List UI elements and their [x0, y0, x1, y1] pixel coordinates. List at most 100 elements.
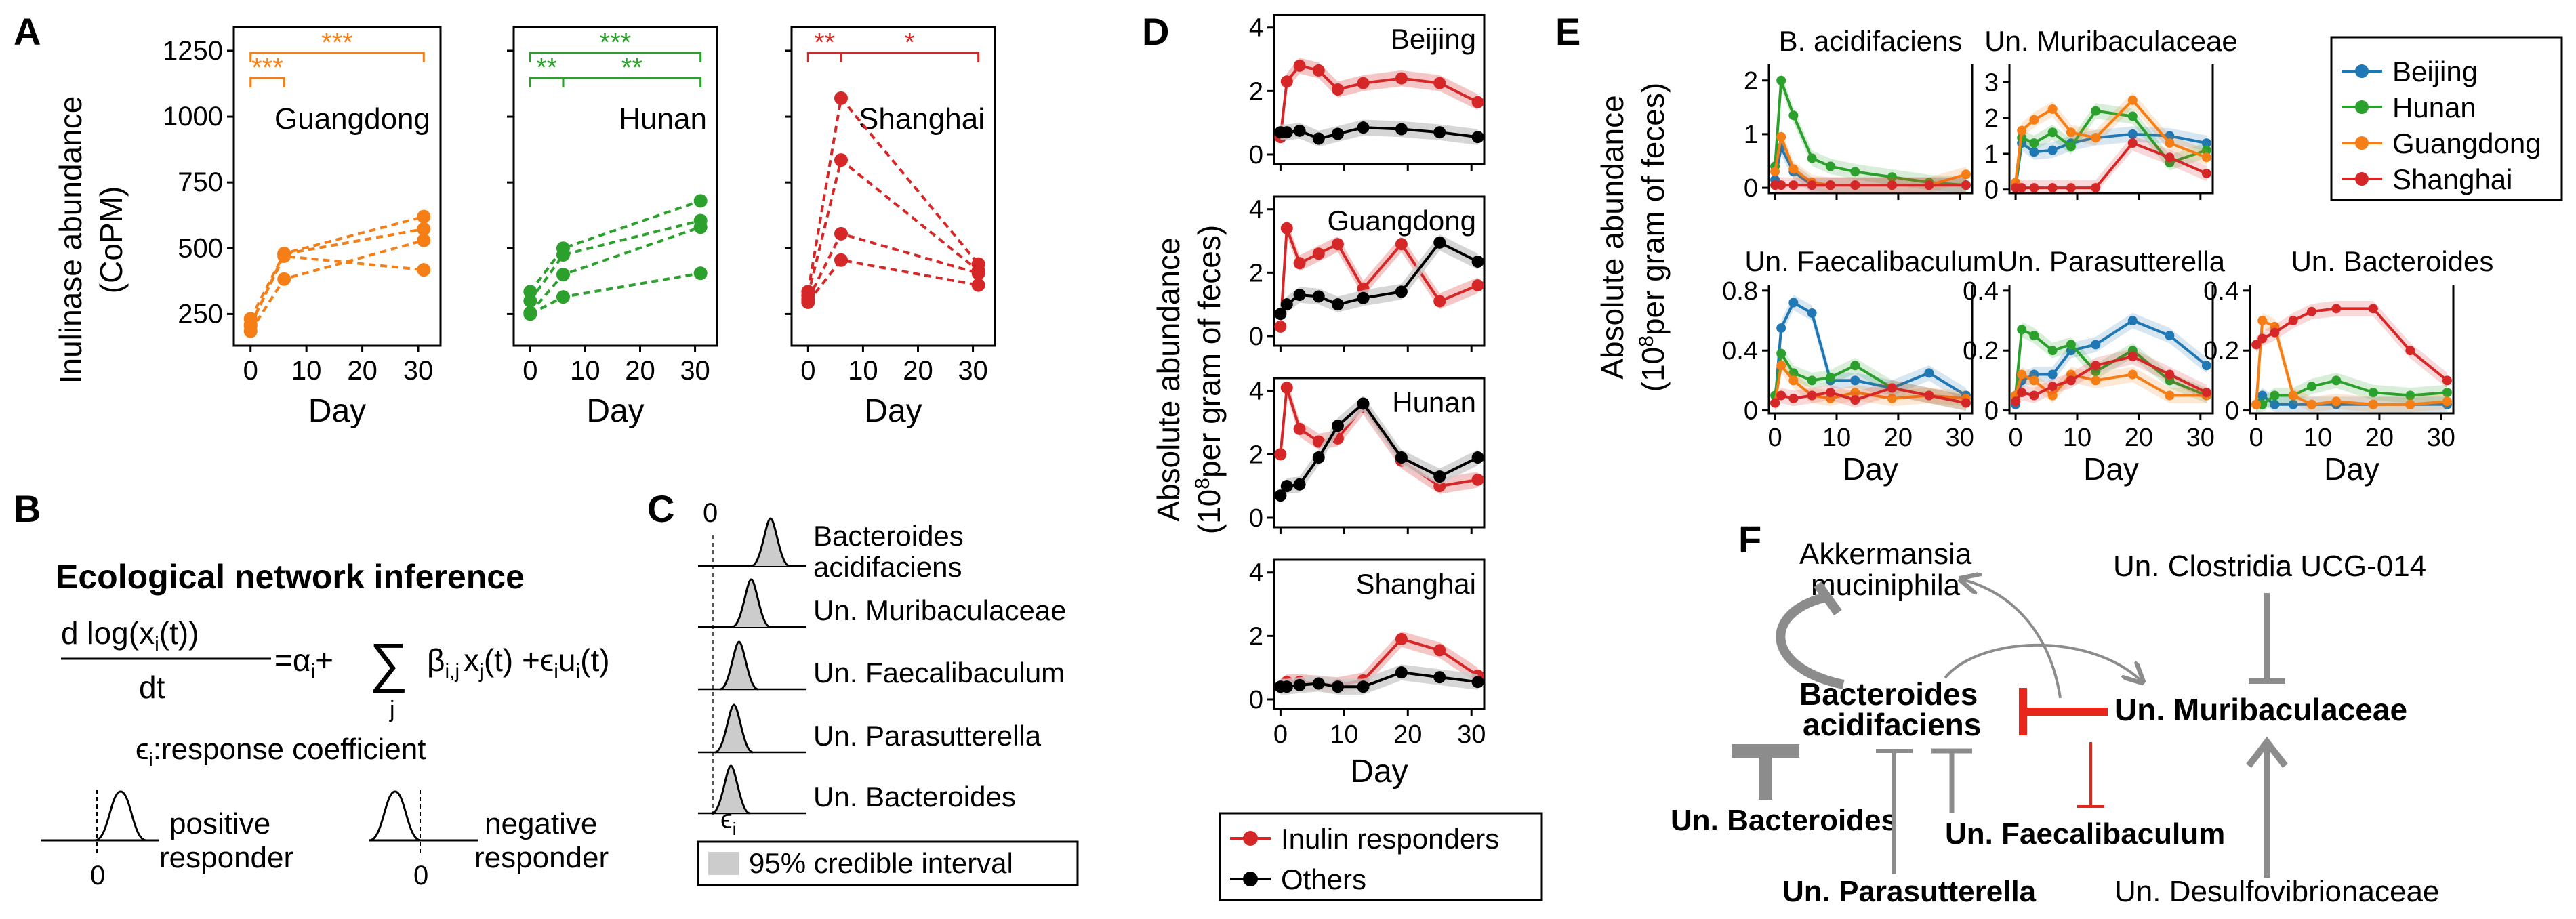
panel-e-point-shanghai [2047, 183, 2058, 193]
panel-a-series-line [529, 199, 701, 293]
panel-e-xtick-label: 10 [2063, 424, 2091, 452]
panel-letter-e: E [1555, 10, 1580, 53]
panel-e-point-guangdong [2047, 104, 2058, 114]
panel-e-ytick-label: 0.8 [1722, 277, 1758, 306]
panel-a-series-line [249, 227, 424, 327]
node-akkermansia-2: muciniphila [1811, 569, 1961, 602]
panel-e-point-shanghai [2201, 168, 2211, 178]
node-un-bacteroides: Un. Bacteroides [1671, 804, 1898, 837]
panel-e-band-hunan [2256, 372, 2447, 413]
panel-e-legend: Beijing Hunan Guangdong Shanghai [2330, 36, 2563, 201]
panel-e-point-guangdong [2017, 125, 2027, 136]
panel-a-ylabel: Inulinase abundance [53, 96, 88, 384]
panel-e-point-guangdong [1776, 131, 1786, 142]
panel-d-point-others [1433, 671, 1446, 684]
node-akkermansia-1: Akkermansia [1799, 537, 1972, 571]
eq-x-sub: j [478, 660, 484, 682]
panel-a-xtick-label: 20 [903, 356, 933, 386]
panel-e-point-shanghai [2127, 138, 2138, 148]
panel-a-series-line [249, 239, 424, 332]
panel-d-legend-box [1219, 812, 1543, 901]
panel-d-ytick-label: 0 [1249, 504, 1263, 533]
panel-e-point-shanghai [2029, 390, 2039, 401]
edge-bac-muri [1944, 643, 2142, 681]
panel-d-point-responders [1331, 83, 1344, 96]
panel-d-band-others [1280, 395, 1478, 504]
panel-e-point-hunan [1887, 172, 1897, 182]
panel-d-xtick-label: 0 [1273, 720, 1288, 749]
panel-a-sig-bracket [840, 52, 980, 62]
panel-e-point-shanghai [1924, 390, 1934, 401]
panel-e-frame [2008, 64, 2214, 195]
panel-e-xtick-label: 10 [1822, 424, 1851, 452]
eq-beta-sub: i,j [445, 660, 459, 682]
panel-e-frame [2249, 285, 2455, 415]
panel-a-xtick-label: 30 [680, 356, 710, 386]
panel-d-point-others [1293, 289, 1306, 302]
panel-letter-a: A [14, 10, 41, 53]
panel-d-unit-b: per gram of feces) [1191, 225, 1227, 478]
panel-d-point-others [1331, 127, 1344, 140]
panel-e-band-beijing [2016, 126, 2207, 193]
panel-e-point-beijing [2029, 147, 2039, 157]
panel-d-point-responders [1357, 77, 1370, 89]
panel-e-unit-sup: 8 [1635, 335, 1658, 347]
panel-e-point-shanghai [2011, 396, 2021, 407]
pos-label-2: responder [159, 841, 293, 874]
panel-e-point-shanghai [2270, 327, 2280, 338]
panel-d-ytick-label: 2 [1249, 259, 1263, 287]
panel-d-ytick-label: 0 [1249, 686, 1263, 714]
panel-a-point [523, 307, 537, 321]
panel-e-point-shanghai [1807, 180, 1817, 190]
panel-a-sig-label: *** [321, 28, 353, 58]
panel-e-point-hunan [1825, 372, 1835, 382]
panel-d-point-others [1312, 677, 1325, 690]
panel-f: Akkermansia muciniphila Un. Clostridia U… [1671, 537, 2439, 908]
panel-e-point-shanghai [2017, 183, 2027, 193]
panel-e-point-shanghai [2165, 152, 2175, 163]
panel-e-point-hunan [1807, 375, 1817, 386]
edge-self-inhibit-bar [1814, 581, 1842, 616]
panel-e-ytick-label: 0 [1744, 174, 1758, 203]
panel-e-legend-box [2330, 36, 2563, 201]
panel-e-point-guangdong [2029, 375, 2039, 386]
panel-e-point-guangdong [2127, 95, 2138, 105]
panel-e-point-hunan [2368, 388, 2378, 398]
panel-a-xlabel: Day [864, 393, 922, 429]
panel-e-xtick-label: 0 [1768, 424, 1782, 452]
panel-d-point-responders [1433, 295, 1446, 308]
panel-e-point-guangdong [2066, 127, 2076, 138]
panel-a-frame-guangdong [232, 26, 442, 347]
panel-d-ytick-label: 2 [1249, 622, 1263, 651]
panel-d-point-others [1471, 451, 1484, 464]
neg-zero-label: 0 [413, 861, 428, 891]
panel-a-xtick-label: 0 [243, 356, 258, 386]
panel-e-point-hunan [1776, 348, 1786, 359]
panel-d-point-others [1293, 478, 1306, 491]
panel-e-point-hunan [2306, 382, 2316, 392]
panel-a-xtick-label: 30 [958, 356, 988, 386]
panel-a-ytick-label: 1000 [163, 102, 223, 131]
panel-a-ytick-label: 250 [178, 299, 223, 329]
panel-d-point-others [1433, 126, 1446, 139]
panel-e-point-shanghai [2091, 183, 2101, 193]
panel-a-sig-label: *** [600, 28, 632, 58]
panel-d-point-responders [1274, 320, 1287, 333]
panel-d-point-others [1312, 290, 1325, 303]
panel-e-point-hunan [1807, 153, 1817, 163]
panel-e-point-guangdong [2251, 399, 2262, 409]
panel-d-point-others [1357, 121, 1370, 134]
panel-a-point [693, 220, 708, 234]
panel-e-point-shanghai [1887, 383, 1897, 393]
panel-a-sig-bracket [529, 52, 702, 62]
panel-e-legend-label: Guangdong [2392, 127, 2541, 159]
panel-e-point-shanghai [2257, 333, 2268, 344]
panel-e-ytick-label: 0 [1744, 397, 1758, 426]
panel-e-frame [1767, 285, 1974, 415]
pos-zero-label: 0 [90, 861, 105, 891]
panel-e-point-shanghai [2442, 375, 2452, 386]
panel-a-series-line [529, 219, 701, 302]
panel-d-point-others [1471, 255, 1484, 268]
panel-d-point-responders [1471, 279, 1484, 292]
panel-e-point-shanghai [2127, 352, 2138, 362]
